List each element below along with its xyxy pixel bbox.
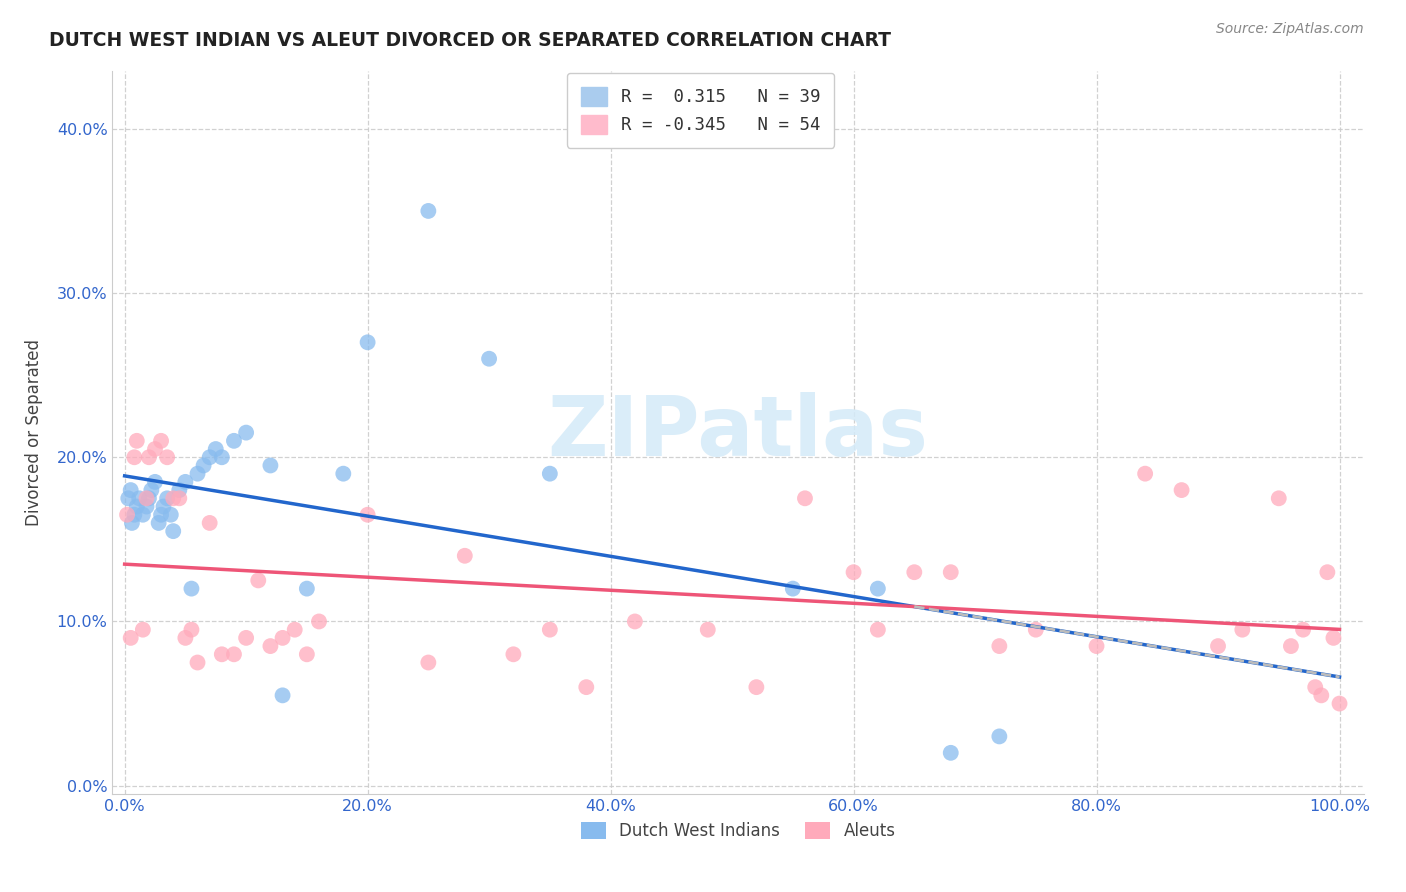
Point	[1322, 631, 1344, 645]
Point	[745, 680, 768, 694]
Point	[162, 524, 184, 538]
Point	[169, 491, 191, 506]
Y-axis label: Divorced or Separated: Divorced or Separated	[25, 339, 42, 526]
Point	[939, 746, 962, 760]
Point	[211, 648, 233, 662]
Point	[143, 442, 166, 456]
Point	[1232, 623, 1254, 637]
Point	[180, 582, 202, 596]
Point	[356, 335, 378, 350]
Point	[204, 442, 226, 456]
Point	[1310, 689, 1333, 703]
Point	[1292, 623, 1315, 637]
Point	[159, 508, 181, 522]
Point	[1329, 697, 1351, 711]
Point	[418, 656, 440, 670]
Point	[132, 508, 155, 522]
Point	[174, 631, 197, 645]
Point	[169, 483, 191, 497]
Point	[150, 508, 173, 522]
Point	[117, 491, 139, 506]
Point	[211, 450, 233, 465]
Point	[135, 500, 157, 514]
Point	[128, 491, 150, 506]
Point	[135, 491, 157, 506]
Point	[247, 574, 270, 588]
Text: ZIPatlas: ZIPatlas	[548, 392, 928, 473]
Point	[478, 351, 501, 366]
Point	[193, 458, 215, 473]
Point	[121, 516, 143, 530]
Point	[866, 623, 889, 637]
Point	[295, 648, 318, 662]
Point	[235, 425, 257, 440]
Point	[866, 582, 889, 596]
Point	[141, 483, 163, 497]
Point	[259, 639, 281, 653]
Point	[1268, 491, 1291, 506]
Point	[624, 615, 647, 629]
Point	[988, 730, 1011, 744]
Point	[538, 623, 561, 637]
Point	[222, 434, 245, 448]
Point	[138, 450, 160, 465]
Point	[138, 491, 160, 506]
Point	[198, 450, 221, 465]
Point	[356, 508, 378, 522]
Point	[143, 475, 166, 489]
Point	[174, 475, 197, 489]
Point	[575, 680, 598, 694]
Point	[332, 467, 354, 481]
Point	[1279, 639, 1302, 653]
Point	[903, 565, 925, 579]
Point	[418, 203, 440, 218]
Point	[1316, 565, 1339, 579]
Point	[125, 500, 148, 514]
Point	[1085, 639, 1108, 653]
Point	[124, 508, 146, 522]
Point	[198, 516, 221, 530]
Point	[988, 639, 1011, 653]
Point	[1303, 680, 1326, 694]
Point	[186, 467, 208, 481]
Point	[120, 483, 142, 497]
Point	[794, 491, 817, 506]
Point	[295, 582, 318, 596]
Point	[271, 689, 294, 703]
Point	[120, 631, 142, 645]
Point	[842, 565, 865, 579]
Point	[180, 623, 202, 637]
Point	[782, 582, 804, 596]
Point	[1133, 467, 1156, 481]
Point	[454, 549, 477, 563]
Point	[235, 631, 257, 645]
Point	[1170, 483, 1192, 497]
Point	[308, 615, 330, 629]
Point	[222, 648, 245, 662]
Point	[156, 491, 179, 506]
Point	[939, 565, 962, 579]
Point	[162, 491, 184, 506]
Point	[271, 631, 294, 645]
Point	[125, 434, 148, 448]
Point	[152, 500, 174, 514]
Legend: Dutch West Indians, Aleuts: Dutch West Indians, Aleuts	[574, 815, 903, 847]
Point	[148, 516, 170, 530]
Point	[115, 508, 138, 522]
Point	[124, 450, 146, 465]
Point	[156, 450, 179, 465]
Point	[150, 434, 173, 448]
Text: DUTCH WEST INDIAN VS ALEUT DIVORCED OR SEPARATED CORRELATION CHART: DUTCH WEST INDIAN VS ALEUT DIVORCED OR S…	[49, 31, 891, 50]
Point	[132, 623, 155, 637]
Point	[284, 623, 307, 637]
Text: Source: ZipAtlas.com: Source: ZipAtlas.com	[1216, 22, 1364, 37]
Point	[1025, 623, 1047, 637]
Point	[696, 623, 718, 637]
Point	[259, 458, 281, 473]
Point	[186, 656, 208, 670]
Point	[1206, 639, 1229, 653]
Point	[502, 648, 524, 662]
Point	[538, 467, 561, 481]
